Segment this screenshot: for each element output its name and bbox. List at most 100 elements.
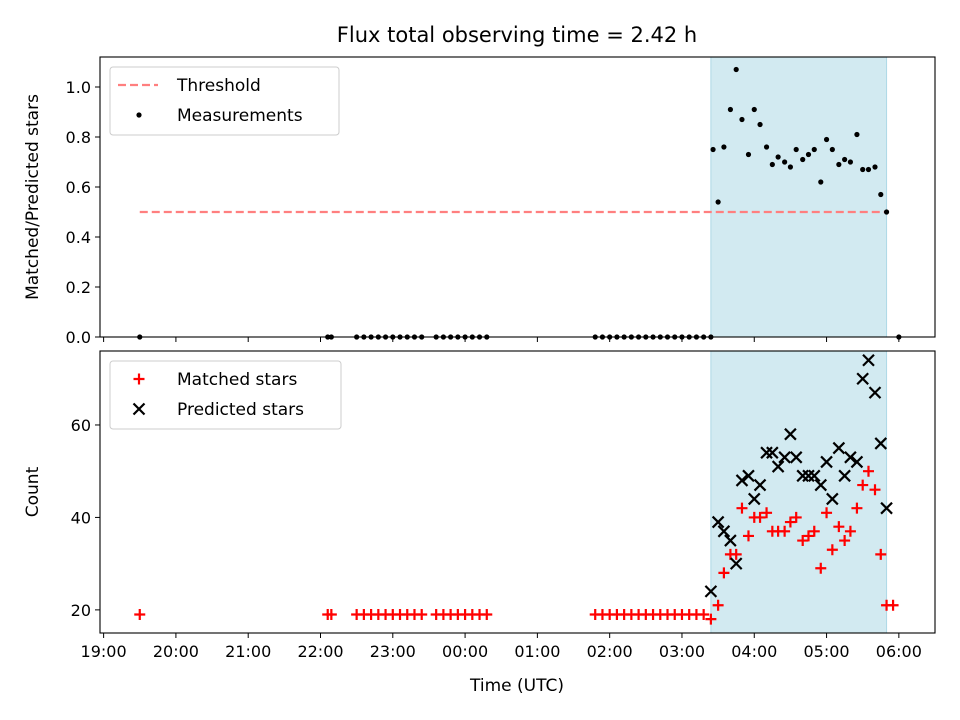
data-point <box>718 567 730 579</box>
data-point <box>784 427 797 441</box>
legend-label: Measurements <box>177 106 303 126</box>
data-point <box>793 146 799 153</box>
data-point <box>704 585 718 598</box>
ratio-panel: 0.0 0.2 0.4 0.6 0.8 1.0 Matched/Predicted star… <box>23 56 936 347</box>
data-point <box>868 386 882 399</box>
x-tick-label: 05:00 <box>804 642 850 661</box>
data-point <box>733 66 739 73</box>
data-point <box>862 465 874 477</box>
data-point <box>862 353 875 367</box>
legend-box <box>109 360 342 430</box>
data-point <box>844 451 857 464</box>
y-tick-label: 60 <box>71 416 91 435</box>
data-point <box>782 159 788 165</box>
data-point <box>842 156 848 163</box>
data-point <box>775 154 781 160</box>
data-point <box>481 609 493 621</box>
data-point <box>416 609 428 621</box>
data-point <box>769 161 775 168</box>
data-point <box>839 535 851 547</box>
data-point <box>325 609 337 621</box>
data-point <box>698 609 710 621</box>
data-point <box>757 121 763 128</box>
data-point <box>753 478 767 492</box>
data-point <box>800 156 806 163</box>
data-point <box>787 164 794 170</box>
data-point <box>715 199 721 205</box>
data-point <box>789 451 803 464</box>
data-point <box>742 469 755 483</box>
data-point <box>805 151 812 158</box>
data-point <box>851 502 863 514</box>
data-point <box>833 521 845 533</box>
data-point <box>712 599 724 611</box>
legend: Matched stars Predicted stars <box>109 360 342 430</box>
y-tick-label: 40 <box>71 508 91 527</box>
data-point <box>860 166 866 173</box>
legend-label: Threshold <box>176 76 261 96</box>
data-point <box>875 548 887 560</box>
data-point <box>826 492 839 506</box>
data-point <box>739 116 745 123</box>
x-tick-label: 21:00 <box>225 642 271 661</box>
data-point <box>880 501 893 515</box>
data-point <box>807 469 821 483</box>
legend: Threshold Measurements <box>109 66 340 136</box>
data-point <box>710 146 716 153</box>
data-point <box>747 492 761 506</box>
data-point <box>736 502 748 514</box>
data-point <box>844 525 856 537</box>
plot-frame <box>99 350 936 634</box>
data-point <box>869 484 881 496</box>
data-point <box>878 191 884 198</box>
data-point <box>874 437 888 450</box>
data-point <box>766 446 779 459</box>
legend-marker-swatch <box>132 402 146 416</box>
x-tick-label: 23:00 <box>370 642 416 661</box>
data-point <box>838 469 851 483</box>
data-point <box>802 530 814 542</box>
data-point <box>832 441 846 455</box>
series-predicted-stars <box>704 353 893 598</box>
data-point <box>797 535 809 547</box>
legend-box <box>109 66 340 136</box>
data-point <box>724 534 737 547</box>
x-tick-label: 01:00 <box>514 642 560 661</box>
x-tick-label: 03:00 <box>659 642 705 661</box>
data-point <box>779 525 791 537</box>
chart-title: Flux total observing time = 2.42 h <box>337 23 697 47</box>
data-point <box>784 516 796 528</box>
data-point <box>808 525 820 537</box>
data-point <box>857 479 869 491</box>
data-point <box>763 144 770 150</box>
data-point <box>778 451 791 464</box>
data-point <box>829 146 835 153</box>
data-point <box>729 557 743 570</box>
y-tick-label: 0.8 <box>66 128 91 147</box>
y-tick-label: 1.0 <box>66 78 91 97</box>
data-point <box>836 161 842 168</box>
data-point <box>820 455 833 469</box>
data-point <box>751 106 757 113</box>
x-tick-label: 20:00 <box>153 642 199 661</box>
y-tick-label: 0.6 <box>66 178 91 197</box>
x-tick-label: 00:00 <box>442 642 488 661</box>
x-tick-label: 22:00 <box>297 642 343 661</box>
data-point <box>856 372 869 386</box>
data-point <box>821 507 833 519</box>
data-point <box>721 144 727 150</box>
data-point <box>730 548 742 560</box>
data-point <box>814 478 828 492</box>
observing-window <box>710 350 888 634</box>
series-matched-stars <box>134 465 899 625</box>
y-tick-label: 0.2 <box>66 278 91 297</box>
x-tick-label: 19:00 <box>81 642 127 661</box>
data-point <box>742 530 754 542</box>
x-tick-label: 02:00 <box>587 642 633 661</box>
y-axis-label: Count <box>23 466 43 517</box>
data-point <box>134 609 146 621</box>
x-axis-label: Time (UTC) <box>469 676 564 696</box>
data-point <box>850 455 864 469</box>
y-axis-label: Matched/Predicted stars <box>23 94 43 300</box>
